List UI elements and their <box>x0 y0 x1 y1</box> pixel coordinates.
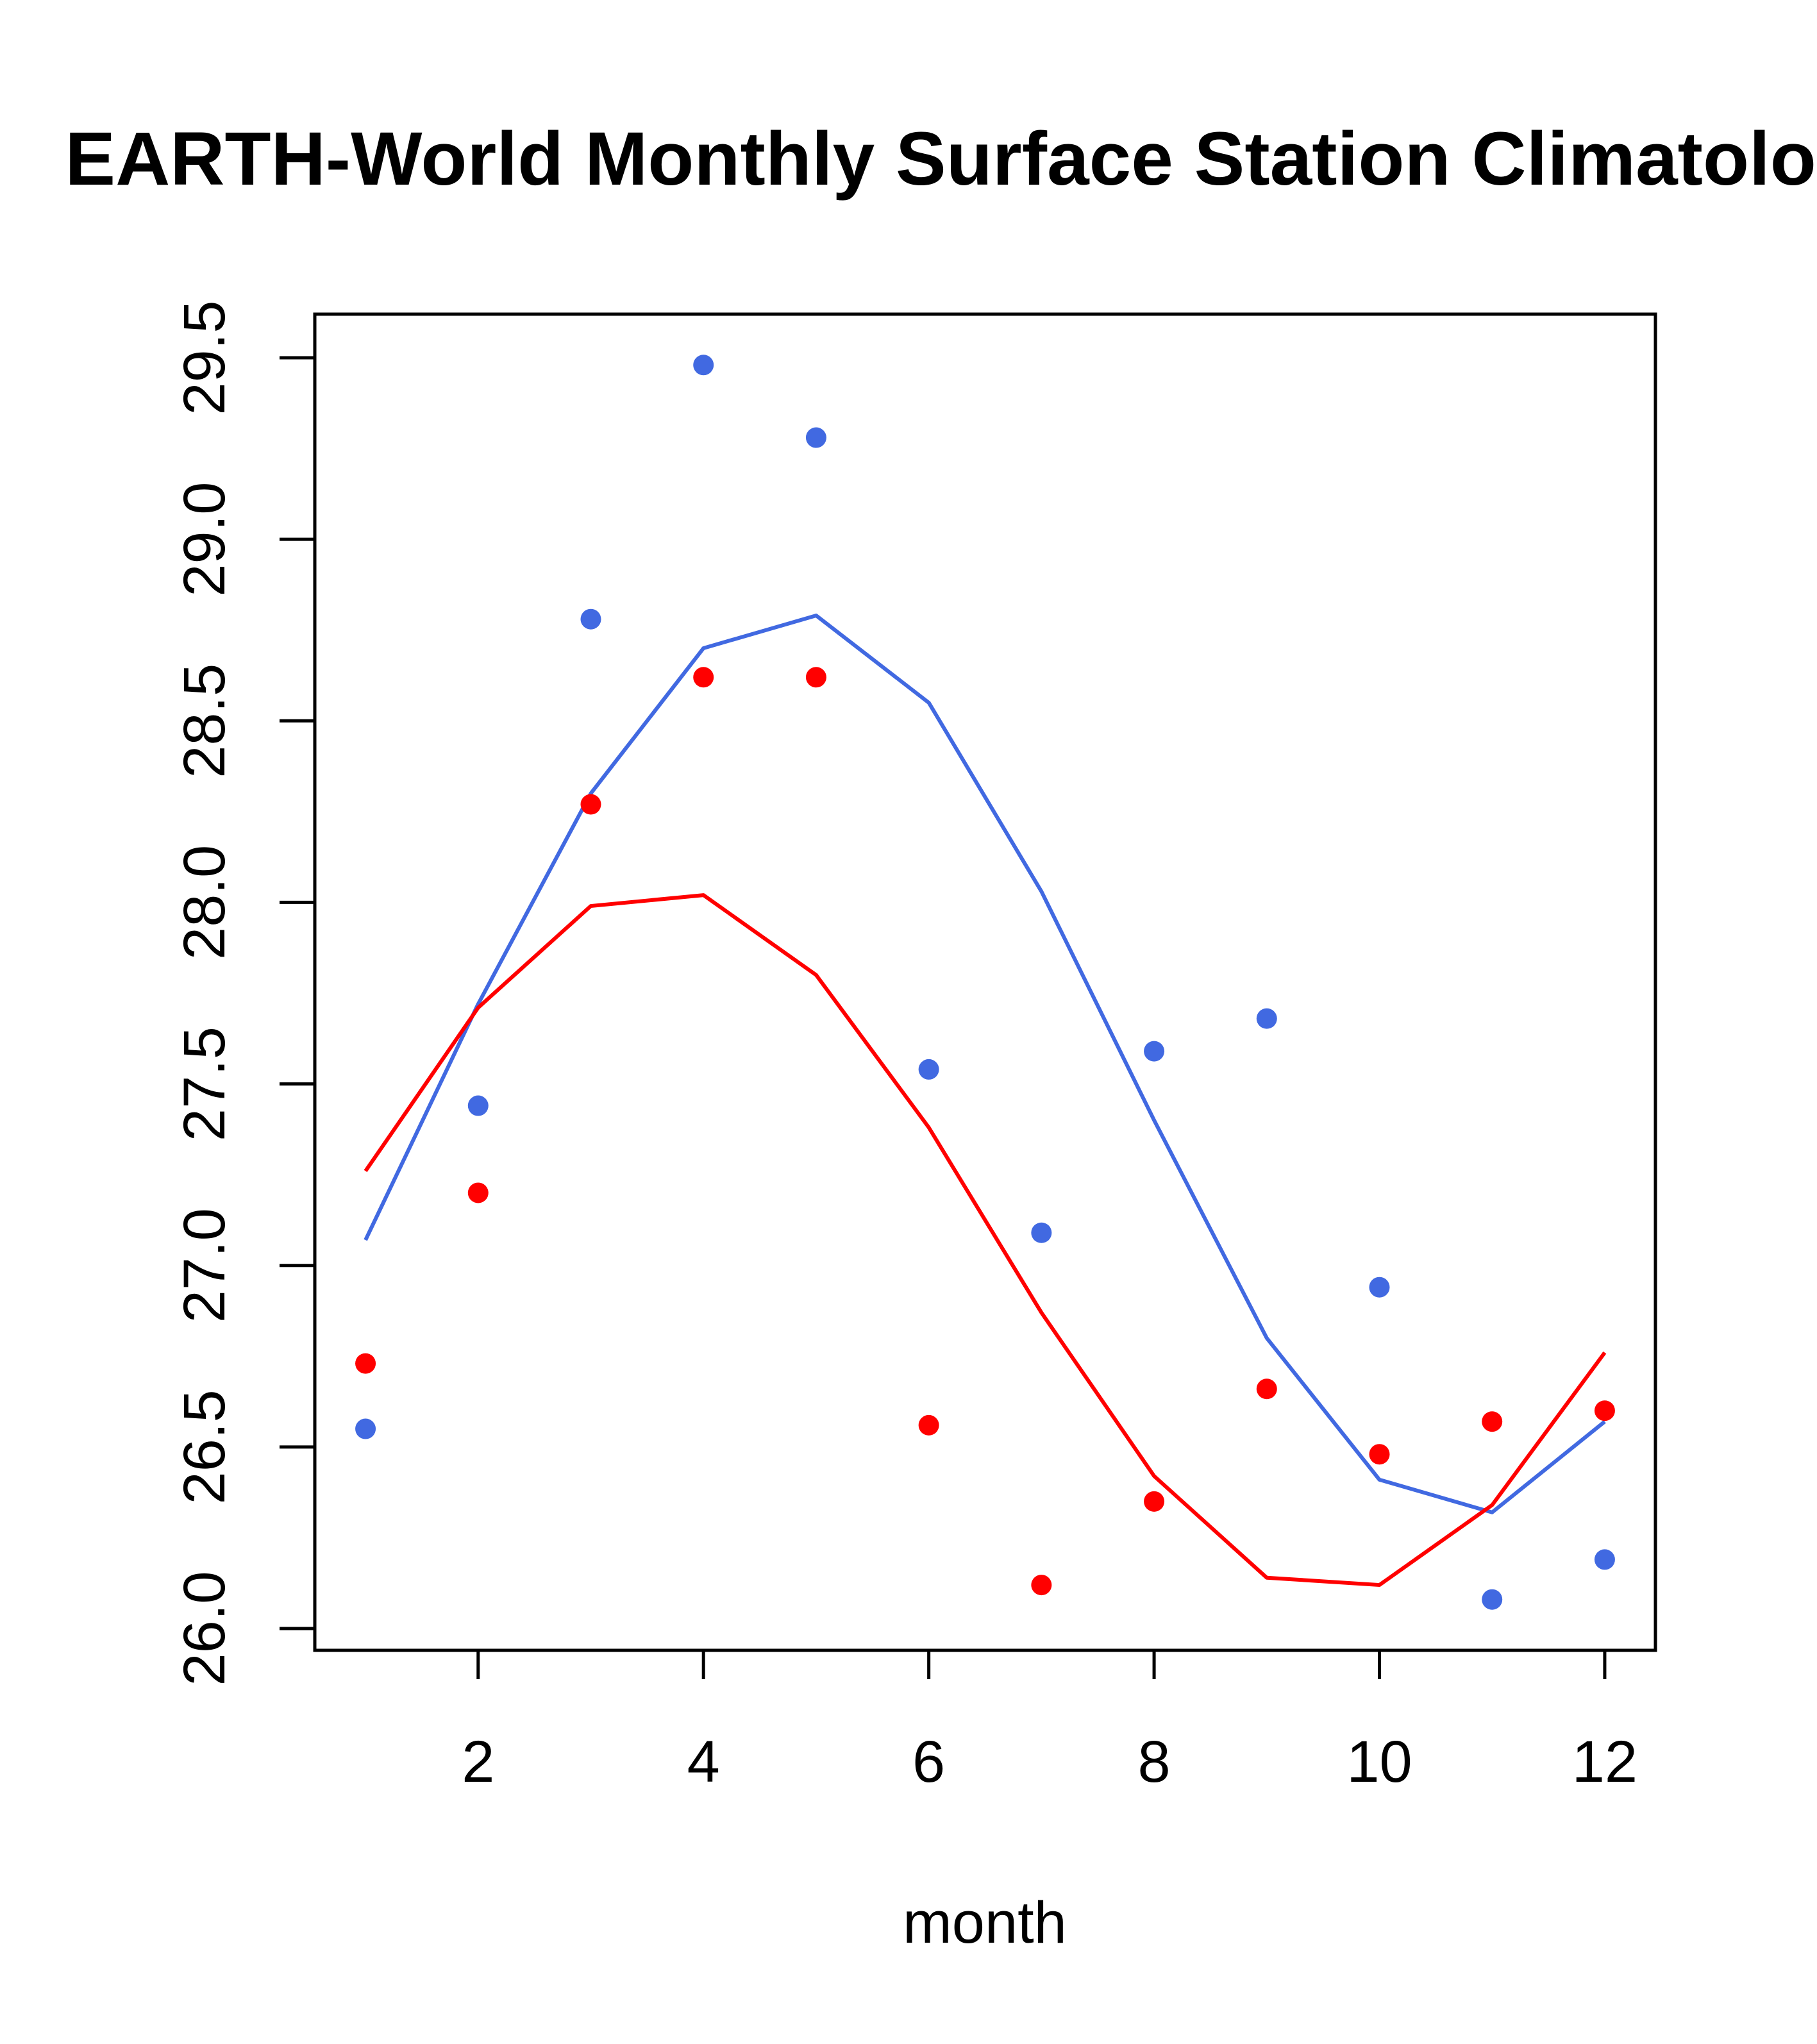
y-tick-label: 29.0 <box>172 482 237 597</box>
red-point <box>1031 1575 1052 1596</box>
y-tick-label: 26.0 <box>172 1571 237 1686</box>
blue-point <box>1256 1008 1277 1029</box>
red-point <box>918 1414 939 1436</box>
x-tick-label: 8 <box>1137 1729 1170 1795</box>
red-point <box>1144 1491 1165 1512</box>
blue-point <box>467 1095 489 1116</box>
blue-point <box>693 355 714 376</box>
red-point <box>805 667 826 688</box>
red-point <box>1369 1444 1390 1465</box>
y-tick-label: 27.5 <box>172 1026 237 1141</box>
red-point <box>1482 1411 1503 1432</box>
x-tick-label: 4 <box>687 1729 720 1795</box>
blue-point <box>805 427 826 448</box>
blue-point <box>1369 1277 1390 1298</box>
red-point <box>1594 1400 1615 1421</box>
x-axis-label: month <box>903 1890 1067 1956</box>
y-tick-label: 28.5 <box>172 664 237 778</box>
series-points <box>355 355 1615 1610</box>
blue-point <box>1031 1222 1052 1243</box>
chart-title: EARTH-World Monthly Surface Station Clim… <box>65 117 1817 201</box>
y-tick-label: 29.5 <box>172 300 237 415</box>
red-point <box>1256 1378 1277 1400</box>
red-point <box>693 667 714 688</box>
red-point <box>580 794 601 815</box>
blue-point <box>1482 1589 1503 1610</box>
blue-point <box>1144 1041 1165 1062</box>
blue-line <box>364 614 1606 1514</box>
y-tick-label: 26.5 <box>172 1389 237 1504</box>
series-lines <box>364 614 1607 1587</box>
x-tick-label: 12 <box>1572 1729 1637 1795</box>
red-point <box>467 1182 489 1203</box>
x-tick-label: 2 <box>462 1729 494 1795</box>
blue-point <box>580 608 601 630</box>
y-tick-label: 27.0 <box>172 1208 237 1323</box>
red-point <box>355 1353 376 1374</box>
y-tick-label: 28.0 <box>172 845 237 960</box>
x-tick-label: 6 <box>912 1729 945 1795</box>
y-axis: 26.0 26.5 27.0 27.5 28.0 28.5 29.0 29.5 <box>172 300 315 1686</box>
x-tick-label: 10 <box>1346 1729 1412 1795</box>
red-line <box>364 893 1607 1587</box>
plot-frame <box>313 312 1657 1652</box>
blue-point <box>1594 1549 1615 1570</box>
x-axis: 2 4 6 8 10 12 <box>462 1650 1637 1795</box>
blue-point <box>918 1059 939 1080</box>
blue-point <box>355 1418 376 1439</box>
